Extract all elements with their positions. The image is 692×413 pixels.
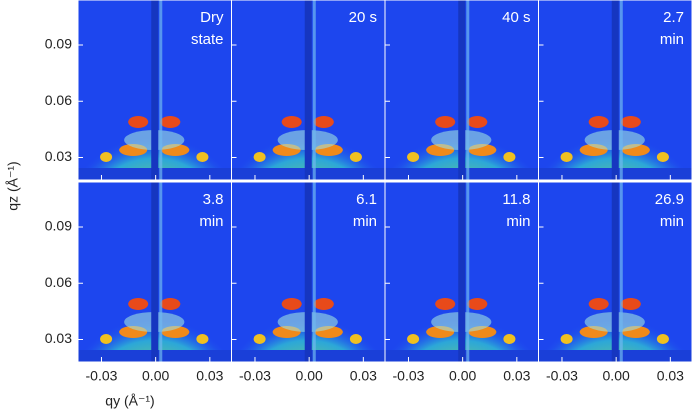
panel-label: min xyxy=(660,31,684,48)
panel-label: state xyxy=(191,31,224,48)
panel-label: Dry xyxy=(200,9,224,26)
panel-border xyxy=(538,0,692,181)
panel-label: 2.7 xyxy=(663,9,684,26)
panel-label: min xyxy=(199,213,223,230)
x-tick-label: 0.03 xyxy=(657,368,684,384)
y-tick-label: 0.09 xyxy=(45,36,72,52)
panel-label: 26.9 xyxy=(655,191,684,208)
x-tick-label: 0.03 xyxy=(196,368,223,384)
y-tick-label: 0.03 xyxy=(45,148,72,164)
x-axis-label: qy (Å⁻¹) xyxy=(105,393,154,409)
panel-label: min xyxy=(660,213,684,230)
x-tick-label: 0.00 xyxy=(142,368,169,384)
x-tick-label: 0.00 xyxy=(603,368,630,384)
panel-label: 40 s xyxy=(502,9,530,26)
y-tick-label: 0.06 xyxy=(45,92,72,108)
panel-border xyxy=(538,181,692,363)
x-tick-label: -0.03 xyxy=(393,368,425,384)
x-tick-label: -0.03 xyxy=(546,368,578,384)
panel-label: min xyxy=(506,213,530,230)
y-tick-label: 0.06 xyxy=(45,274,72,290)
x-tick-label: 0.00 xyxy=(449,368,476,384)
x-tick-label: 0.03 xyxy=(350,368,377,384)
x-tick-label: 0.00 xyxy=(296,368,323,384)
panel-label: min xyxy=(353,213,377,230)
x-tick-label: 0.03 xyxy=(503,368,530,384)
panel-label: 6.1 xyxy=(356,191,377,208)
y-axis-label: qz (Å⁻¹) xyxy=(5,161,21,210)
y-tick-label: 0.09 xyxy=(45,218,72,234)
panel-label: 3.8 xyxy=(203,191,224,208)
x-tick-label: -0.03 xyxy=(86,368,118,384)
y-tick-label: 0.03 xyxy=(45,330,72,346)
panel-label: 20 s xyxy=(349,9,377,26)
panel-label: 11.8 xyxy=(502,191,530,208)
x-tick-label: -0.03 xyxy=(239,368,271,384)
